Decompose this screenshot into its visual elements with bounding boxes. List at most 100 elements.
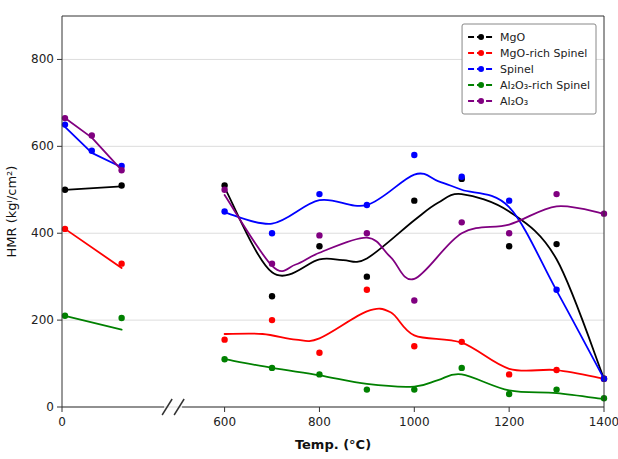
y-axis-line bbox=[62, 16, 63, 407]
data-point bbox=[118, 182, 124, 188]
legend-marker bbox=[478, 34, 484, 40]
axis-break-mark bbox=[162, 399, 172, 415]
data-point bbox=[316, 191, 322, 197]
grid-line bbox=[62, 146, 604, 147]
data-point bbox=[221, 208, 227, 214]
data-point bbox=[62, 187, 68, 193]
page: {"chart_data": { "type": "line", "xlabel… bbox=[0, 0, 618, 459]
legend-marker bbox=[478, 82, 484, 88]
legend-label: Spinel bbox=[500, 63, 534, 76]
data-point bbox=[62, 121, 68, 127]
data-point bbox=[269, 293, 275, 299]
data-point bbox=[316, 349, 322, 355]
legend-box bbox=[462, 24, 596, 114]
data-point bbox=[364, 230, 370, 236]
data-point bbox=[316, 232, 322, 238]
data-point bbox=[506, 230, 512, 236]
data-point bbox=[411, 297, 417, 303]
y-axis-label: HMR (kgⁱ/cm²) bbox=[4, 166, 19, 258]
data-point bbox=[553, 367, 559, 373]
x-tick-label: 1200 bbox=[494, 415, 525, 429]
series-curve bbox=[65, 316, 604, 399]
data-point bbox=[506, 371, 512, 377]
data-point bbox=[221, 356, 227, 362]
data-point bbox=[221, 336, 227, 342]
x-tick bbox=[62, 407, 63, 412]
data-point bbox=[506, 243, 512, 249]
y-tick bbox=[57, 146, 62, 147]
series bbox=[62, 226, 607, 382]
data-point bbox=[411, 197, 417, 203]
data-point bbox=[62, 115, 68, 121]
x-tick bbox=[414, 407, 415, 412]
data-point bbox=[411, 152, 417, 158]
data-point bbox=[364, 287, 370, 293]
data-point bbox=[364, 386, 370, 392]
legend-label: Al₂O₃-rich Spinel bbox=[500, 79, 590, 92]
data-point bbox=[506, 197, 512, 203]
legend-item: Spinel bbox=[468, 63, 534, 76]
series-curve bbox=[65, 118, 604, 279]
series bbox=[62, 313, 607, 402]
data-point bbox=[118, 315, 124, 321]
series-curve bbox=[65, 229, 604, 379]
data-point bbox=[364, 202, 370, 208]
data-point bbox=[459, 339, 465, 345]
data-point bbox=[411, 343, 417, 349]
legend-marker bbox=[478, 66, 484, 72]
y-tick bbox=[57, 320, 62, 321]
series bbox=[62, 121, 607, 382]
data-point bbox=[553, 241, 559, 247]
grid-line bbox=[62, 233, 604, 234]
x-tick bbox=[319, 407, 320, 412]
data-point bbox=[62, 313, 68, 319]
data-point bbox=[364, 273, 370, 279]
legend-item: MgO-rich Spinel bbox=[468, 47, 587, 60]
legend-marker bbox=[478, 50, 484, 56]
data-point bbox=[459, 365, 465, 371]
data-point bbox=[269, 230, 275, 236]
legend: MgO MgO-rich Spinel Spinel Al₂O₃-rich Spine… bbox=[462, 24, 596, 114]
x-axis-line bbox=[62, 407, 164, 408]
x-tick bbox=[224, 407, 225, 412]
data-point bbox=[316, 243, 322, 249]
legend-label: Al₂O₃ bbox=[500, 95, 528, 108]
data-point bbox=[459, 174, 465, 180]
legend-item: MgO bbox=[468, 31, 525, 44]
y-tick-label: 400 bbox=[31, 226, 54, 240]
y-tick bbox=[57, 233, 62, 234]
y-tick-label: 800 bbox=[31, 52, 54, 66]
data-point bbox=[459, 219, 465, 225]
data-point bbox=[553, 191, 559, 197]
series bbox=[62, 115, 607, 304]
y-tick bbox=[57, 407, 62, 408]
legend-item: Al₂O₃-rich Spinel bbox=[468, 79, 590, 92]
legend-label: MgO bbox=[500, 31, 525, 44]
data-point bbox=[62, 226, 68, 232]
legend-label: MgO-rich Spinel bbox=[500, 47, 587, 60]
y-tick-label: 600 bbox=[31, 139, 54, 153]
data-point bbox=[89, 132, 95, 138]
data-point bbox=[553, 287, 559, 293]
legend-item: Al₂O₃ bbox=[468, 95, 528, 108]
data-point bbox=[118, 260, 124, 266]
grid-line bbox=[62, 407, 604, 408]
data-point bbox=[553, 386, 559, 392]
x-tick-label: 1400 bbox=[589, 415, 618, 429]
series-curve bbox=[65, 127, 604, 379]
x-tick-label: 0 bbox=[58, 415, 66, 429]
y-tick bbox=[57, 59, 62, 60]
y-tick-label: 0 bbox=[46, 400, 54, 414]
series bbox=[62, 176, 607, 382]
top-frame-line bbox=[62, 16, 604, 17]
grid-line bbox=[62, 320, 604, 321]
right-frame-line bbox=[604, 16, 605, 407]
x-tick bbox=[509, 407, 510, 412]
data-point bbox=[506, 391, 512, 397]
data-point bbox=[269, 260, 275, 266]
series-curve bbox=[65, 186, 604, 378]
axis-break-mark bbox=[174, 399, 184, 415]
x-axis-line bbox=[182, 407, 604, 408]
x-tick-label: 1000 bbox=[399, 415, 430, 429]
data-point bbox=[221, 187, 227, 193]
